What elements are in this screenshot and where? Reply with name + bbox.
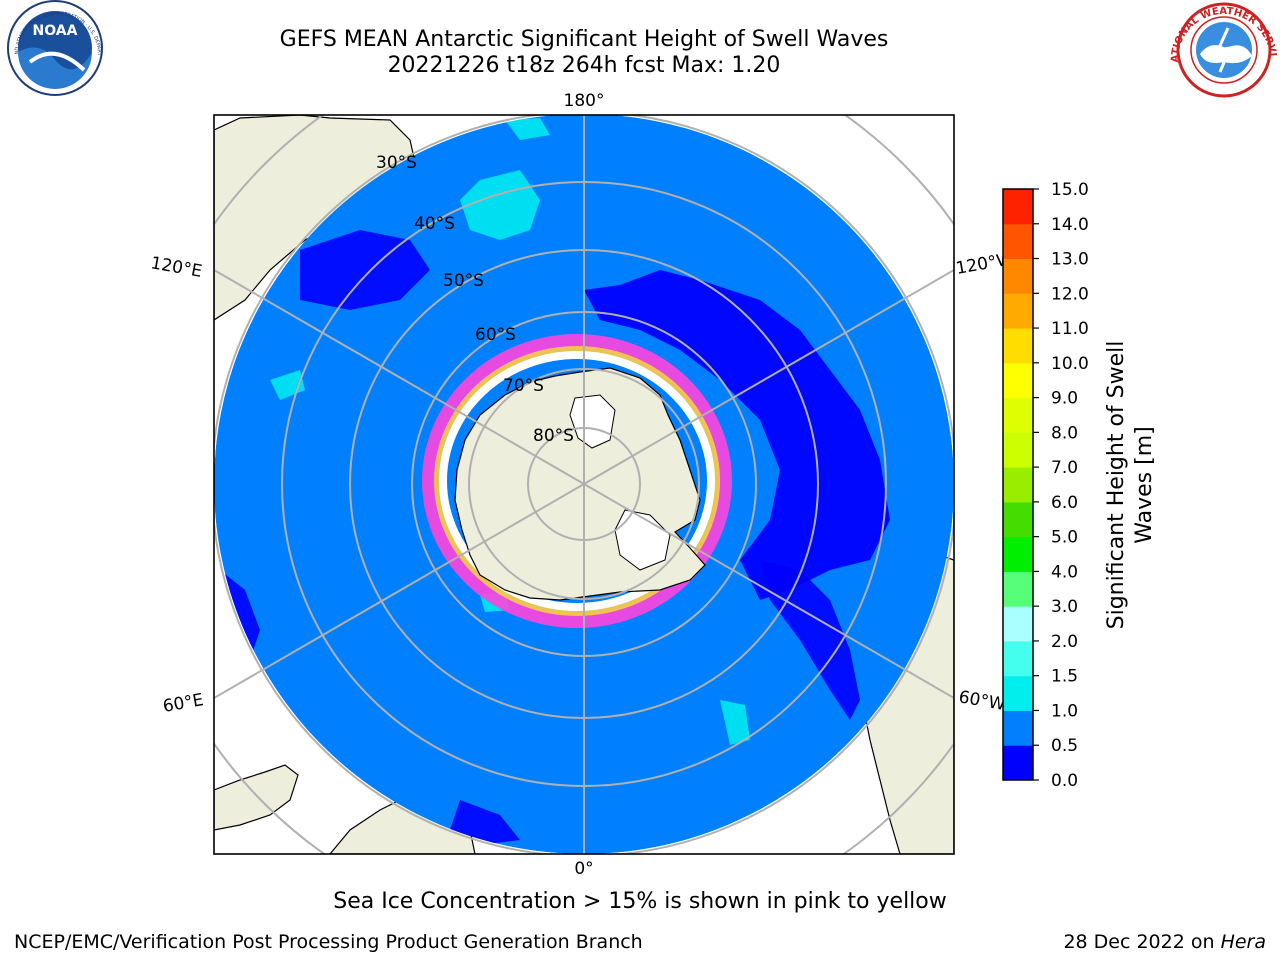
sea-ice-ring-mid xyxy=(434,346,720,616)
colorbar-swatch xyxy=(1003,362,1033,399)
map-frame xyxy=(213,114,955,855)
ross-ice-shelf xyxy=(569,394,616,449)
nws-logo: NATIONAL WEATHER SERVICE xyxy=(0,0,1278,98)
lat-label-80s: 80°S xyxy=(533,426,574,446)
colorbar-tick-label: 6.0 xyxy=(1051,493,1078,513)
colorbar-swatch xyxy=(1003,258,1033,294)
colorbar-swatch xyxy=(1003,328,1033,364)
colorbar-swatch xyxy=(1003,606,1033,642)
graticule xyxy=(214,115,954,854)
colorbar-swatch xyxy=(1003,189,1033,225)
colorbar-tick-label: 4.0 xyxy=(1051,562,1078,582)
colorbar-swatch xyxy=(1003,223,1033,260)
sea-ice-ring-outer xyxy=(422,334,732,628)
lat-label-40s: 40°S xyxy=(414,214,455,234)
machine-name: Hera xyxy=(1220,931,1266,953)
lat-label-50s: 50°S xyxy=(443,271,484,291)
colorbar-tick-label: 11.0 xyxy=(1051,319,1089,339)
colorbar-tick-label: 15.0 xyxy=(1051,180,1089,200)
noaa-logo-text: NOAA xyxy=(33,23,78,39)
sea-ice-ring-inner xyxy=(439,351,715,611)
lat-label-60s: 60°S xyxy=(475,325,516,345)
lon-label-120e: 120°E xyxy=(149,253,203,282)
colorbar-swatch xyxy=(1003,745,1033,781)
nws-logo-ring-text: NATIONAL WEATHER SERVICE xyxy=(0,0,1278,63)
colorbar-tick-label: 7.0 xyxy=(1051,458,1078,478)
land-madagascar xyxy=(214,764,299,831)
colorbar-swatch xyxy=(1003,467,1033,503)
colorbar-tick-label: 8.0 xyxy=(1051,423,1078,443)
low-swell-region-africa xyxy=(450,800,520,845)
colorbar-swatch xyxy=(1003,501,1033,538)
swell-patch-cyan-5 xyxy=(720,700,750,745)
noaa-logo: NOAA NATIONAL OCEANIC AND ATMOSPHERIC AD… xyxy=(0,0,103,96)
colorbar-swatch xyxy=(1003,675,1033,711)
colorbar-swatch xyxy=(1003,536,1033,572)
date-text: 28 Dec 2022 on xyxy=(1063,931,1221,953)
colorbar-tick-label: 3.0 xyxy=(1051,597,1078,617)
sea-ice-caption: Sea Ice Concentration > 15% is shown in … xyxy=(333,889,947,914)
lon-label-60w: 60°W xyxy=(957,687,1007,715)
swell-patch-cyan-2 xyxy=(505,118,550,140)
colorbar-swatch xyxy=(1003,571,1033,607)
lat-label-70s: 70°S xyxy=(503,376,544,396)
colorbar-swatch xyxy=(1003,293,1033,329)
colorbar-tick-label: 10.0 xyxy=(1051,354,1089,374)
colorbar: 0.0 0.5 1.0 1.5 2.0 3.0 4.0 5.0 6.0 7.0 8.0 9.0 10.0… xyxy=(1002,180,1089,791)
colorbar-swatch xyxy=(1003,432,1033,468)
org-credit: NCEP/EMC/Verification Post Processing Pr… xyxy=(14,931,643,953)
colorbar-tick-label: 12.0 xyxy=(1051,284,1089,304)
colorbar-tick-label: 5.0 xyxy=(1051,528,1078,548)
colorbar-label-line2: Waves [m] xyxy=(1132,426,1157,543)
colorbar-label-line1: Significant Height of Swell xyxy=(1104,341,1129,630)
colorbar-tick-label: 2.0 xyxy=(1051,632,1078,652)
chart-subtitle: 20221226 t18z 264h fcst Max: 1.20 xyxy=(387,53,781,78)
colorbar-tick-label: 0.5 xyxy=(1051,736,1078,756)
lat-label-30s: 30°S xyxy=(376,153,417,173)
low-swell-region-pacific xyxy=(584,270,890,600)
colorbar-tick-label: 9.0 xyxy=(1051,389,1078,409)
colorbar-swatch xyxy=(1003,397,1033,433)
lon-label-60e: 60°E xyxy=(161,690,205,717)
colorbar-tick-label: 1.5 xyxy=(1051,667,1078,687)
colorbar-tick-label: 13.0 xyxy=(1051,250,1089,270)
colorbar-tick-label: 14.0 xyxy=(1051,215,1089,235)
map-panel: 30°S 40°S 50°S 60°S 70°S 80°S xyxy=(214,115,954,854)
lon-label-180: 180° xyxy=(564,91,605,111)
colorbar-tick-label: 1.0 xyxy=(1051,701,1078,721)
colorbar-tick-label: 0.0 xyxy=(1051,771,1078,791)
colorbar-swatch xyxy=(1003,710,1033,746)
colorbar-swatch xyxy=(1003,640,1033,677)
swell-patch-cyan-1 xyxy=(460,170,540,240)
lon-label-0: 0° xyxy=(574,859,593,879)
low-swell-region-tasman xyxy=(300,230,430,310)
colorbar-frame xyxy=(1002,188,1034,781)
date-stamp: 28 Dec 2022 on Hera xyxy=(1063,931,1266,953)
chart-title: GEFS MEAN Antarctic Significant Height o… xyxy=(279,27,889,52)
